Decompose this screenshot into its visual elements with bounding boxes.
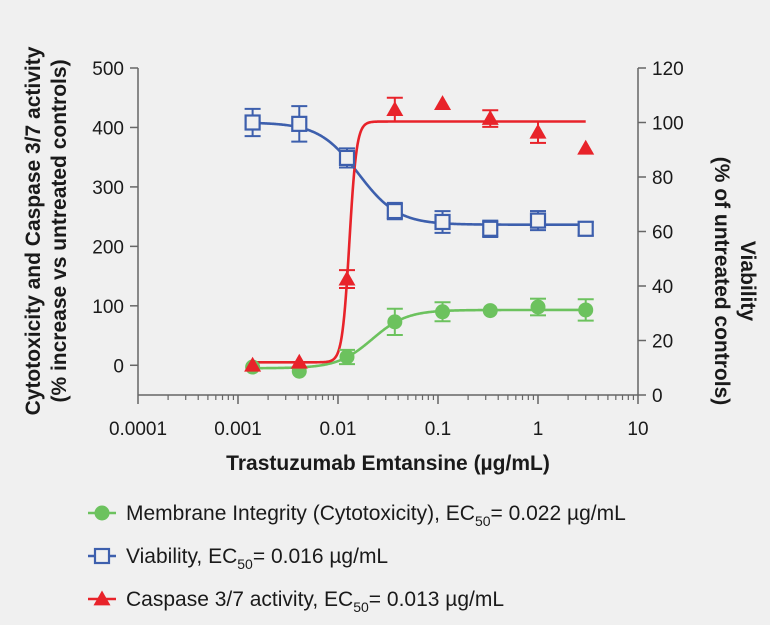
x-tick-label: 0.001 [214,419,262,440]
legend-label: Membrane Integrity (Cytotoxicity), EC50=… [126,502,626,529]
cytotoxicity-point [435,304,451,320]
x-tick-label: 0.1 [425,419,451,440]
viability-point [338,149,356,167]
right-y-tick-label: 120 [652,59,684,80]
right-y-tick-label: 100 [652,114,684,135]
legend-label-value: = 0.016 µg/mL [253,545,388,568]
caspase-point [529,123,547,139]
left-y-tick-label: 200 [92,237,124,258]
legend-marker [94,505,110,521]
right-y-tick-label: 40 [652,277,673,298]
caspase-point [290,353,308,369]
left-y-tick-label: 300 [92,178,124,199]
legend-label: Viability, EC50= 0.016 µg/mL [126,545,388,572]
legend-label-subscript: 50 [237,556,253,572]
viability-point [434,213,451,231]
viability-point [291,115,308,132]
legend-label-value: = 0.013 µg/mL [369,588,504,611]
x-tick-label: 0.0001 [109,419,167,440]
legend-label-subscript: 50 [475,513,491,529]
right-y-tick-label: 60 [652,223,673,244]
cytotoxicity-point [482,303,498,319]
caspase-point [481,110,499,125]
viability-point [386,202,403,220]
legend-marker [93,590,111,606]
legend-marker [93,547,111,565]
x-tick-label: 1 [533,419,544,440]
caspase-point [434,95,452,111]
caspase-point [244,356,262,372]
right-y-tick-label: 20 [652,332,673,353]
viability-point [529,212,547,229]
right-y-tick-label: 0 [652,386,663,407]
cytotoxicity-point [339,349,355,365]
x-tick-label: 0.01 [320,419,357,440]
legend-label-subscript: 50 [353,599,369,615]
left-y-tick-label: 0 [113,356,124,377]
legend-label-name: Viability, EC [126,545,237,568]
legend-label: Caspase 3/7 activity, EC50= 0.013 µg/mL [126,588,504,615]
left-axis-title-line2: (% increase vs untreated controls) [48,59,71,402]
legend-cytotoxicity: Membrane Integrity (Cytotoxicity), EC50=… [88,502,626,529]
legend-caspase: Caspase 3/7 activity, EC50= 0.013 µg/mL [88,588,504,615]
caspase-point [386,101,404,116]
x-tick-label: 10 [627,419,648,440]
left-y-tick-label: 500 [92,59,124,80]
caspase-point [577,139,595,155]
fit-curves-group [252,120,586,370]
left-y-tick-label: 400 [92,118,124,139]
left-axis-title-line1: Cytotoxicity and Caspase 3/7 activity [22,46,45,415]
legend-viability: Viability, EC50= 0.016 µg/mL [88,545,388,572]
cytotoxicity-point [578,302,594,318]
legend-label-name: Caspase 3/7 activity, EC [126,588,353,611]
viability-point [577,220,594,237]
viability-point [482,220,499,237]
data-points-group [244,95,595,379]
cytotoxicity-point [387,314,403,330]
legend-label-name: Membrane Integrity (Cytotoxicity), EC [126,502,475,525]
left-axis-title: Cytotoxicity and Caspase 3/7 activity (%… [22,46,71,415]
right-axis-title-line1: Viability [736,241,759,321]
axes [137,68,639,396]
legend-label-value: = 0.022 µg/mL [491,502,626,525]
right-axis-title-line2: (% of untreated controls) [710,157,733,406]
cytotoxicity-fit-curve [252,308,586,370]
left-y-tick-label: 100 [92,297,124,318]
viability-point [244,114,261,131]
cytotoxicity-point [530,299,546,315]
caspase-fit-curve [252,120,586,364]
x-axis-title: Trastuzumab Emtansine (µg/mL) [226,452,550,475]
caspase-point [338,270,356,286]
right-axis-title: Viability (% of untreated controls) [710,157,759,406]
ticks-group: 0.0001 0.001 0.01 0.1 1 100100200300400500020… [92,59,683,440]
right-y-tick-label: 80 [652,168,673,189]
legend: Membrane Integrity (Cytotoxicity), EC50=… [88,502,626,615]
